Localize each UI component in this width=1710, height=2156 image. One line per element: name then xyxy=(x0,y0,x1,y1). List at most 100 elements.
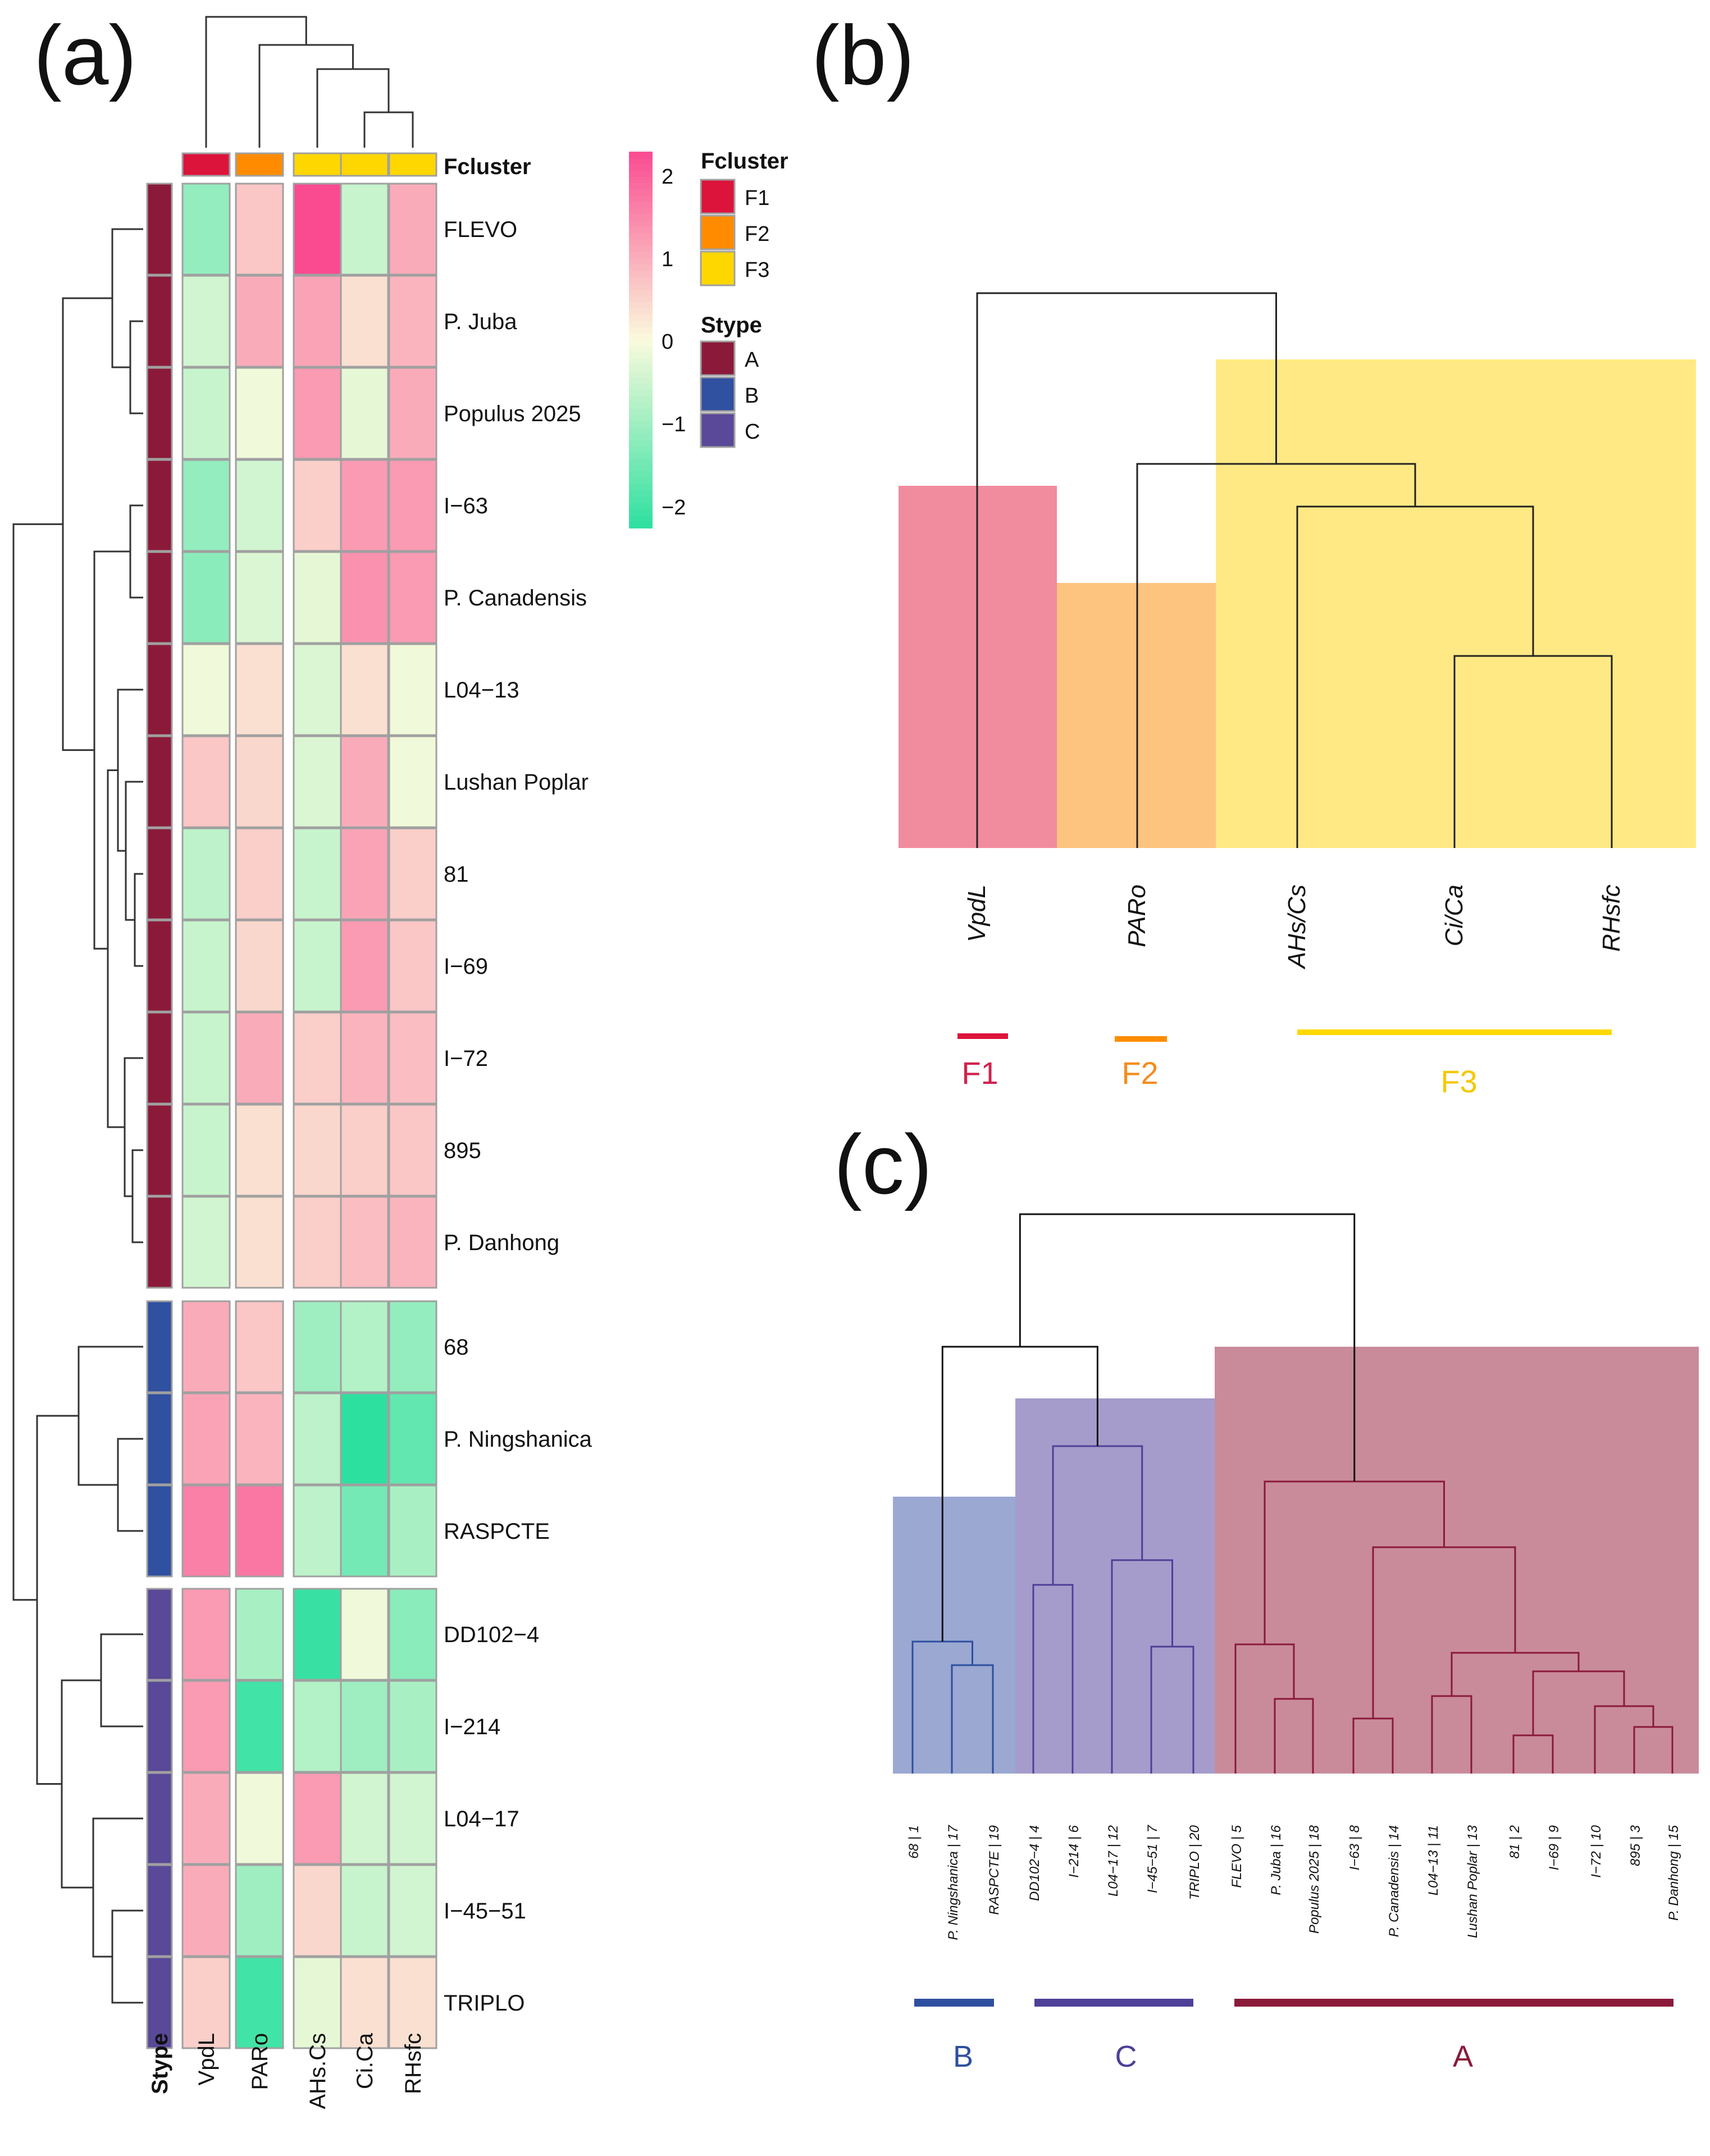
heat-cell xyxy=(235,919,284,1013)
colorbar-tick-label: −1 xyxy=(662,413,686,436)
row-label: I−45−51 xyxy=(444,1899,526,1923)
leaf-label: VpdL xyxy=(963,885,991,942)
dendro-branch xyxy=(100,1633,143,1727)
heat-cell xyxy=(235,1392,284,1485)
legend-title: Stype xyxy=(701,313,762,338)
heat-cell xyxy=(181,1104,231,1197)
colorbar-segment xyxy=(629,496,653,504)
dendro-branch xyxy=(62,297,112,751)
colorbar-segment xyxy=(629,446,653,453)
leaf-label: I−214 | 6 xyxy=(1066,1825,1082,1877)
colorbar-segment xyxy=(629,459,653,466)
heat-cell xyxy=(181,1588,231,1681)
legend-title: Fcluster xyxy=(701,149,788,174)
colorbar-segment xyxy=(629,358,653,366)
row-label: P. Ningshanica xyxy=(444,1427,592,1452)
colorbar-segment xyxy=(629,314,653,322)
row-label: L04−17 xyxy=(444,1807,519,1831)
colorbar-segment xyxy=(629,214,653,221)
panel-label-a: (a) xyxy=(34,8,136,102)
heat-cell xyxy=(293,183,342,276)
colorbar-segment xyxy=(629,170,653,177)
leaf-label: L04−17 | 12 xyxy=(1106,1825,1121,1897)
heat-cell xyxy=(340,1392,389,1485)
heat-cell xyxy=(181,1484,231,1578)
colorbar-segment xyxy=(629,302,653,309)
cluster-label: B xyxy=(953,2040,973,2073)
dendro-branch xyxy=(258,44,354,148)
stype-cell xyxy=(146,183,173,276)
heat-cell xyxy=(235,275,284,368)
cluster-label: F2 xyxy=(1121,1055,1158,1091)
colorbar-segment xyxy=(629,289,653,297)
colorbar: 2 1 0 −1 −2 xyxy=(629,152,686,528)
cluster-shading xyxy=(893,1497,1015,1774)
heat-cell xyxy=(293,1772,342,1865)
colorbar-segment xyxy=(629,427,653,435)
colorbar-segment xyxy=(629,453,653,460)
cluster-label: F1 xyxy=(961,1055,998,1091)
stype-cell xyxy=(146,459,173,552)
stype-cell xyxy=(146,1680,173,1773)
heat-cell xyxy=(388,1772,437,1865)
heat-cell xyxy=(235,643,284,736)
heat-cell xyxy=(235,1011,284,1105)
dendro-branch xyxy=(107,769,125,1128)
row-label: I−69 xyxy=(444,954,488,979)
heat-cell xyxy=(235,1300,284,1393)
row-label: DD102−4 xyxy=(444,1622,539,1647)
stype-axis-label: Stype xyxy=(148,2033,172,2094)
stype-cell xyxy=(146,1011,173,1105)
leaf-label: PARo xyxy=(1123,885,1151,947)
dendro-branch xyxy=(111,228,143,368)
stype-cell xyxy=(146,643,173,736)
heat-cell xyxy=(293,1680,342,1773)
column-label: Ci.Ca xyxy=(353,2032,377,2089)
colorbar-segment xyxy=(629,220,653,227)
row-label: 68 xyxy=(444,1335,469,1360)
heat-cell xyxy=(293,1104,342,1197)
heat-cell xyxy=(235,1772,284,1865)
heat-cell xyxy=(340,1680,389,1773)
heat-cell xyxy=(235,459,284,552)
row-label: P. Juba xyxy=(444,309,517,334)
dendro-branch xyxy=(61,1679,101,1889)
panel-a-heatmap: FLEVO P. Juba Populus 2025 I−63 P. Canadensi… xyxy=(12,16,788,2109)
leaf-label: RHsfc xyxy=(1598,885,1625,952)
dendro-branch xyxy=(129,504,143,599)
dendro-branch xyxy=(134,873,143,967)
colorbar-segment xyxy=(629,327,653,334)
stype-cell xyxy=(146,827,173,920)
legend-swatch xyxy=(700,179,736,215)
heat-cell xyxy=(181,1196,231,1289)
colorbar-tick-label: −2 xyxy=(662,496,686,519)
colorbar-segment xyxy=(629,164,653,171)
heat-cell xyxy=(388,1196,437,1289)
leaf-label: P. Juba | 16 xyxy=(1269,1825,1284,1895)
leaf-label: 68 | 1 xyxy=(906,1825,922,1859)
dendro-branch xyxy=(205,16,307,148)
legend-label: B xyxy=(745,384,759,408)
colorbar-segment xyxy=(629,384,653,391)
colorbar-segment xyxy=(629,396,653,403)
fcluster-cell xyxy=(340,152,389,177)
heat-cell xyxy=(235,735,284,828)
row-label: L04−13 xyxy=(444,678,519,703)
heat-cell xyxy=(293,551,342,644)
leaf-label: P. Canadensis | 14 xyxy=(1387,1825,1402,1937)
heat-cell xyxy=(388,551,437,644)
heat-cell xyxy=(181,459,231,552)
heat-cell xyxy=(181,643,231,736)
dendro-branch xyxy=(117,1438,143,1532)
colorbar-segment xyxy=(629,258,653,265)
row-label: I−214 xyxy=(444,1715,500,1739)
cluster-shading xyxy=(1215,1347,1699,1774)
heat-cell xyxy=(388,1392,437,1485)
row-label: Lushan Poplar xyxy=(444,770,589,795)
colorbar-segment xyxy=(629,490,653,498)
leaf-label: I−45−51 | 7 xyxy=(1145,1824,1160,1893)
heat-cell xyxy=(181,367,231,460)
cluster-label: F3 xyxy=(1440,1064,1477,1099)
fcluster-axis-label: Fcluster xyxy=(444,154,531,179)
